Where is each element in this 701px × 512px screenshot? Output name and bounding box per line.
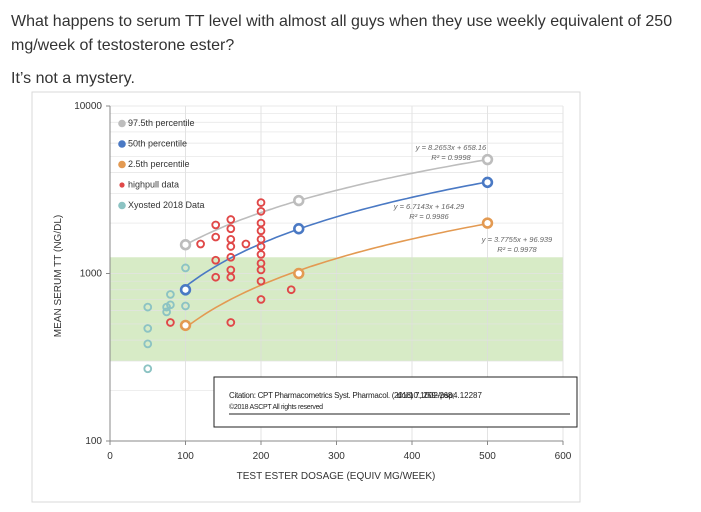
data-point <box>481 176 494 189</box>
data-point <box>256 265 266 275</box>
legend-label: 97.5th percentile <box>128 118 195 128</box>
data-point <box>241 239 251 249</box>
data-point <box>211 232 221 242</box>
legend-label: 50th percentile <box>128 139 187 149</box>
data-points <box>143 153 494 374</box>
x-tick-label: 600 <box>555 451 572 462</box>
data-point <box>179 319 192 332</box>
fit-line <box>185 222 488 329</box>
data-point <box>256 198 266 207</box>
citation-doi: 10.1002/psp4.12287 <box>409 391 483 400</box>
fit-r-squared: R² = 0.9978 <box>497 245 537 254</box>
legend-marker <box>118 119 126 128</box>
data-point <box>226 242 236 251</box>
data-point <box>181 263 190 273</box>
data-point <box>256 242 266 251</box>
data-point <box>143 364 153 374</box>
data-point <box>226 318 236 327</box>
data-point <box>181 301 190 311</box>
fit-equation: y = 8.2653x + 658.16 <box>415 143 487 152</box>
fit-r-squared: R² = 0.9986 <box>409 212 449 221</box>
fit-equation: y = 6.7143x + 164.29 <box>393 202 465 211</box>
x-tick-label: 300 <box>328 451 345 462</box>
data-point <box>226 272 236 282</box>
data-point <box>211 220 221 230</box>
x-tick-label: 100 <box>177 451 194 462</box>
legend-marker <box>118 140 126 148</box>
citation-doi-label: doi: <box>397 391 410 400</box>
data-point <box>166 290 175 299</box>
x-tick-label: 200 <box>253 451 270 462</box>
legend-label: highpull data <box>128 180 179 190</box>
data-point <box>293 267 305 280</box>
data-point <box>226 252 236 262</box>
x-tick-label: 0 <box>107 451 113 462</box>
data-point <box>143 339 153 349</box>
axes: 0 100 200 300 400 500 600 100 1000 10000 <box>74 101 572 462</box>
x-axis-label: TEST ESTER DOSAGE (EQUIV MG/WEEK) <box>237 471 436 482</box>
x-tick-label: 400 <box>404 451 421 462</box>
legend-label: 2.5th percentile <box>128 159 190 169</box>
data-point <box>256 250 266 259</box>
data-point <box>143 324 153 333</box>
data-point <box>256 206 266 216</box>
citation-journal: Citation: CPT Pharmacometrics Syst. Phar… <box>229 391 454 400</box>
y-tick-label: 10000 <box>74 101 102 112</box>
data-point <box>179 239 192 251</box>
y-axis-label: MEAN SERUM TT (NG/DL) <box>53 215 64 337</box>
data-point <box>196 239 205 249</box>
data-point <box>286 285 296 295</box>
data-point <box>211 255 221 265</box>
data-point <box>226 224 236 234</box>
citation-copyright: ©2018 ASCPT All rights reserved <box>229 403 323 411</box>
legend-marker <box>118 201 126 210</box>
data-point <box>256 295 266 304</box>
legend: 97.5th percentile 50th percentile 2.5th pe… <box>118 118 205 210</box>
data-point <box>162 307 171 317</box>
data-point <box>481 217 494 229</box>
data-point <box>481 153 494 166</box>
fit-equation: y = 3.7755x + 96.939 <box>481 235 553 244</box>
data-point <box>226 215 236 224</box>
fit-lines <box>185 158 488 329</box>
data-point <box>166 300 175 310</box>
data-point <box>166 318 175 327</box>
data-point <box>256 226 266 236</box>
legend-marker <box>119 182 125 188</box>
data-point <box>143 302 153 312</box>
legend-marker <box>118 160 126 169</box>
data-point <box>256 276 266 286</box>
y-tick-label: 1000 <box>80 269 103 280</box>
y-tick-label: 100 <box>85 436 102 447</box>
legend-label: Xyosted 2018 Data <box>128 200 205 210</box>
fit-line <box>185 158 488 246</box>
x-tick-label: 500 <box>479 451 496 462</box>
fit-r-squared: R² = 0.9998 <box>431 153 471 162</box>
data-point <box>293 223 305 235</box>
fit-line <box>185 181 488 288</box>
data-point <box>293 194 305 207</box>
data-point <box>179 284 192 296</box>
citation-box: Citation: CPT Pharmacometrics Syst. Phar… <box>213 376 578 428</box>
question-text: What happens to serum TT level with almo… <box>11 13 673 54</box>
data-point <box>211 272 221 282</box>
subtitle-text: It’s not a mystery. <box>11 70 135 87</box>
